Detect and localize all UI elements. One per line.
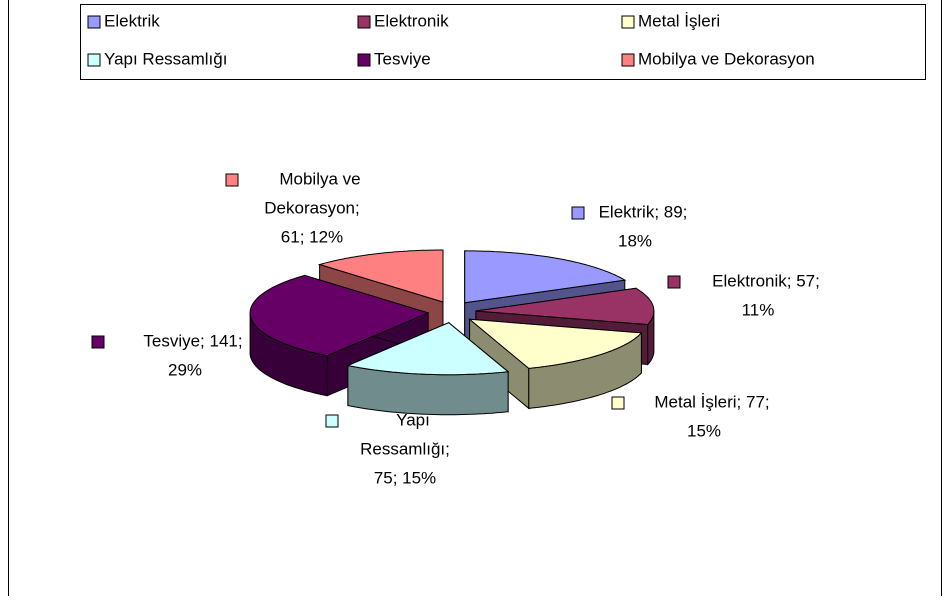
data-label: Yapı xyxy=(396,410,430,429)
slice-top xyxy=(475,287,655,326)
legend-label: Mobilya ve Dekorasyon xyxy=(638,49,815,68)
slice-top xyxy=(468,318,643,369)
legend-swatch xyxy=(621,53,635,67)
legend-label: Metal İşleri xyxy=(638,11,720,30)
pie-slice xyxy=(346,321,510,416)
data-label-swatch xyxy=(225,173,239,187)
data-label: Metal İşleri; 77; xyxy=(654,392,769,411)
data-label-swatch xyxy=(325,414,339,428)
data-label: 61; 12% xyxy=(281,227,343,246)
legend-swatch xyxy=(621,15,635,29)
legend-label: Tesviye xyxy=(374,49,431,68)
slice-top xyxy=(249,274,430,357)
data-label-swatch xyxy=(571,206,585,220)
data-label-swatch xyxy=(667,275,681,289)
legend-label: Yapı Ressamlığı xyxy=(104,49,227,68)
data-label: 11% xyxy=(742,300,775,319)
data-label: Elektrik; 89; xyxy=(599,202,688,221)
data-label: Tesviye; 141; xyxy=(143,331,242,350)
legend-swatch xyxy=(87,15,101,29)
slice-top xyxy=(317,249,444,303)
legend-swatch xyxy=(357,53,371,67)
legend-swatch xyxy=(87,53,101,67)
data-label: Dekorasyon; xyxy=(264,198,359,217)
data-label: 15% xyxy=(687,421,721,440)
data-label: 29% xyxy=(168,360,202,379)
data-label: 75; 15% xyxy=(374,468,436,487)
legend-label: Elektrik xyxy=(104,11,160,30)
data-label-swatch xyxy=(611,396,625,410)
slice-top xyxy=(346,322,510,376)
data-label: 18% xyxy=(618,231,652,250)
data-label-swatch xyxy=(91,335,105,349)
data-label: Mobilya ve xyxy=(279,169,360,188)
legend-label: Elektronik xyxy=(374,11,449,30)
slice-top xyxy=(464,250,627,304)
data-label: Ressamlığı; xyxy=(360,439,450,458)
legend-swatch xyxy=(357,15,371,29)
legend-box xyxy=(80,4,926,80)
data-label: Elektronik; 57; xyxy=(712,271,820,290)
